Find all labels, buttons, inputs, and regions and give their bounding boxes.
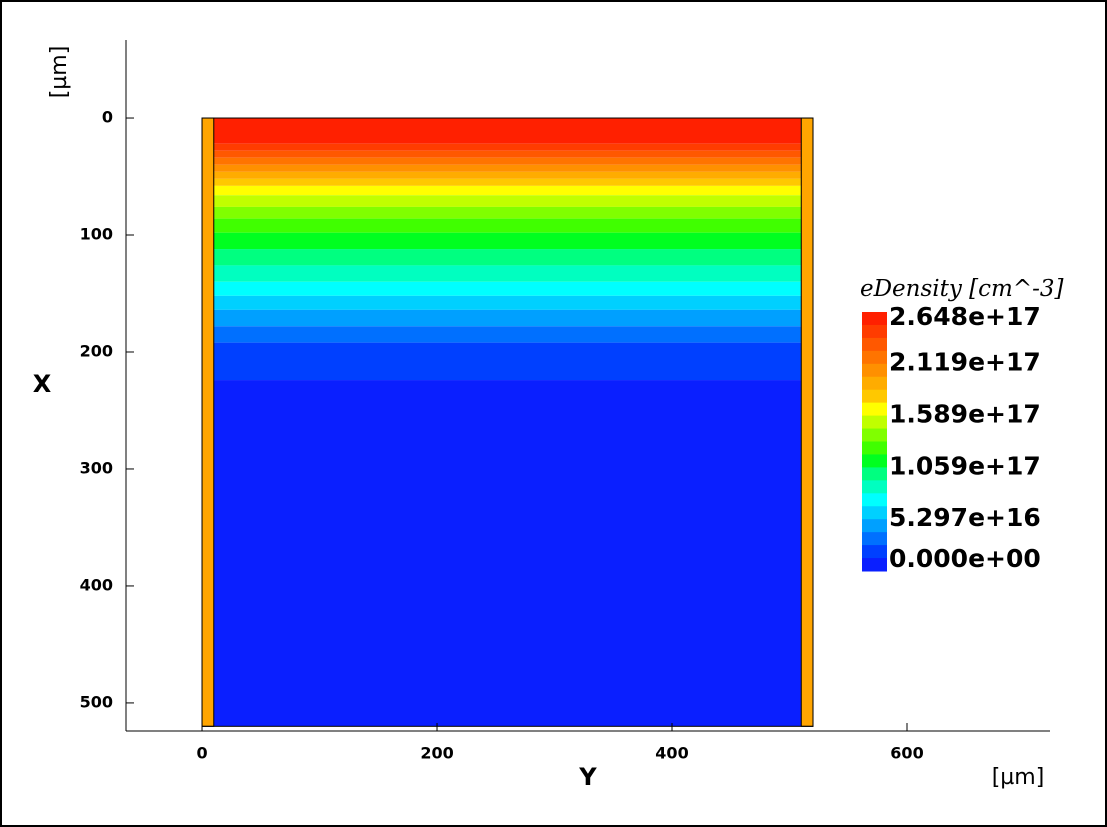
contour-band (213, 157, 802, 165)
colorbar-swatch (862, 350, 887, 365)
y-unit: [µm] (47, 46, 72, 99)
device-outline (201, 117, 814, 727)
colorbar-swatch (862, 480, 887, 494)
colorbar-label: 2.119e+17 (889, 348, 1041, 377)
colorbar-swatch (862, 402, 887, 417)
contour-band (213, 118, 802, 144)
contact (800, 117, 814, 727)
colorbar-swatch (862, 558, 887, 572)
colorbar-label: 1.589e+17 (889, 400, 1041, 429)
x-axis-title: Y (578, 763, 597, 791)
colorbar-swatch (862, 493, 887, 507)
colorbar-swatch (862, 532, 887, 546)
colorbar-swatch (862, 389, 887, 404)
contour-band (213, 150, 802, 158)
y-axis-title: X (33, 370, 52, 398)
colorbar-title: eDensity [cm^-3] (860, 276, 1064, 302)
x-tick-label: 0 (196, 744, 207, 763)
contour-band (213, 206, 802, 219)
colorbar-swatch (862, 337, 887, 352)
colorbar-label: 1.059e+17 (889, 451, 1041, 480)
contour-band (213, 309, 802, 327)
contour-band (213, 185, 802, 196)
colorbar-swatch (862, 467, 887, 481)
y-tick-label: 100 (80, 225, 113, 244)
contour-band (213, 249, 802, 266)
contour-band (213, 218, 802, 233)
y-tick-label: 500 (80, 692, 113, 711)
colorbar-swatch (862, 506, 887, 520)
x-tick-label: 600 (890, 744, 923, 763)
contour-band (213, 281, 802, 296)
contour-band (213, 342, 802, 381)
colorbar-swatch (862, 441, 887, 455)
contour-band (213, 295, 802, 310)
colorbar-label: 2.648e+17 (889, 302, 1041, 331)
x-tick-label: 400 (655, 744, 688, 763)
contour-band (213, 178, 802, 186)
x-unit: [µm] (992, 765, 1045, 790)
contour-band (213, 143, 802, 151)
colorbar-swatch (862, 312, 887, 326)
y-tick-label: 0 (102, 108, 113, 127)
colorbar-swatch (862, 428, 887, 442)
colorbar-swatch (862, 454, 887, 468)
colorbar-swatch (862, 376, 887, 391)
colorbar-label: 5.297e+16 (889, 503, 1041, 532)
colorbar-swatch (862, 519, 887, 533)
contour-band (213, 380, 802, 727)
colorbar-swatch (862, 415, 887, 430)
x-tick-label: 200 (420, 744, 453, 763)
contour-band (213, 195, 802, 207)
colorbar-swatch (862, 363, 887, 378)
y-tick-label: 200 (80, 341, 113, 360)
colorbar-label: 0.000e+00 (889, 544, 1041, 573)
y-tick-label: 300 (80, 458, 113, 477)
contour-band (213, 171, 802, 179)
contour-band (213, 265, 802, 282)
contour-band (213, 232, 802, 250)
y-tick-label: 400 (80, 575, 113, 594)
colorbar-swatch (862, 324, 887, 339)
contact (201, 117, 215, 727)
contour-band (213, 164, 802, 172)
colorbar-swatch (862, 545, 887, 559)
contour-band (213, 326, 802, 343)
